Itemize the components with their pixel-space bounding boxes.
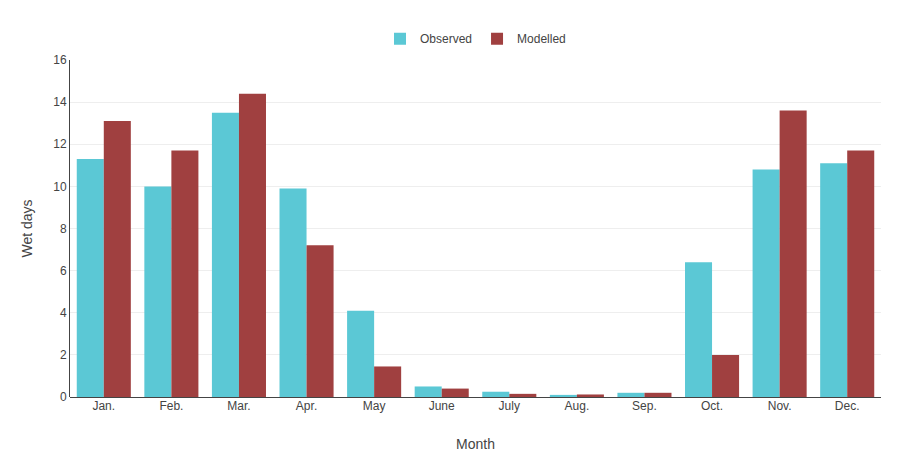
svg-text:Modelled: Modelled	[517, 32, 566, 46]
svg-text:Feb.: Feb.	[159, 399, 183, 413]
svg-text:0: 0	[60, 390, 67, 404]
svg-text:Dec.: Dec.	[835, 399, 860, 413]
svg-text:May: May	[363, 399, 386, 413]
svg-text:8: 8	[60, 222, 67, 236]
svg-text:Aug.: Aug.	[565, 399, 590, 413]
svg-text:Observed: Observed	[420, 32, 472, 46]
svg-text:Nov.: Nov.	[768, 399, 792, 413]
svg-text:July: July	[499, 399, 520, 413]
svg-text:4: 4	[60, 306, 67, 320]
svg-text:12: 12	[53, 137, 67, 151]
svg-text:6: 6	[60, 264, 67, 278]
svg-text:2: 2	[60, 348, 67, 362]
svg-text:10: 10	[53, 180, 67, 194]
svg-text:Jan.: Jan.	[92, 399, 115, 413]
svg-text:Sep.: Sep.	[632, 399, 657, 413]
svg-text:Apr.: Apr.	[296, 399, 317, 413]
svg-text:Oct.: Oct.	[701, 399, 723, 413]
svg-text:Month: Month	[456, 436, 495, 452]
svg-text:Mar.: Mar.	[227, 399, 250, 413]
svg-text:June: June	[429, 399, 455, 413]
svg-text:Wet days: Wet days	[19, 199, 35, 257]
svg-text:14: 14	[53, 95, 67, 109]
svg-text:16: 16	[53, 53, 67, 67]
